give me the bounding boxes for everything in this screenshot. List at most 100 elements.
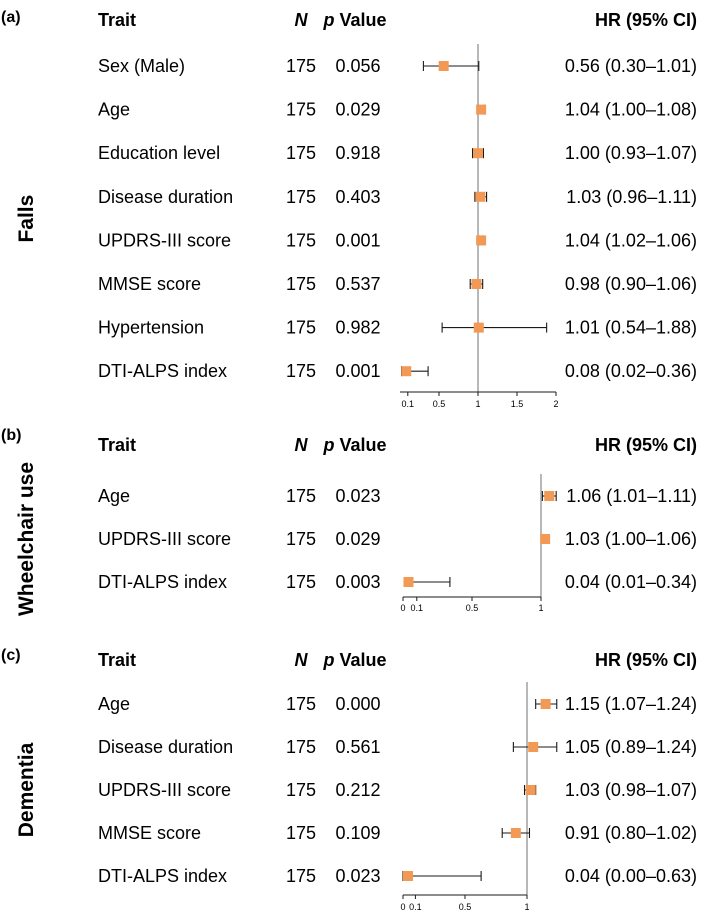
table-row: Disease duration 175 0.561 1.05 (0.89–1.24) [98,737,697,757]
n-value: 175 [286,230,316,250]
n-value: 175 [286,143,316,163]
table-row: DTI-ALPS index 175 0.023 0.04 (0.00–0.63) [98,866,697,886]
p-value: 0.000 [335,694,380,714]
panel-label: (a) [1,9,21,26]
hr-point-marker [475,191,486,202]
p-value: 0.109 [335,823,380,843]
header-n: N [295,650,309,670]
table-row: Age 175 0.000 1.15 (1.07–1.24) [98,694,697,714]
table-row: DTI-ALPS index 175 0.003 0.04 (0.01–0.34) [98,572,697,592]
trait-label: UPDRS-III score [98,230,231,250]
hr-point-marker [401,366,412,377]
hr-point-marker [525,785,536,795]
hr-point-marker [540,699,551,709]
trait-label: MMSE score [98,823,201,843]
n-value: 175 [286,318,316,338]
x-tick-label: 1 [524,902,529,912]
group-label: Dementia [15,742,38,837]
header-p-rest: Value [334,435,386,455]
hr-ci-text: 1.15 (1.07–1.24) [565,694,697,714]
trait-label: Disease duration [98,737,233,757]
table-row: Sex (Male) 175 0.056 0.56 (0.30–1.01) [98,56,697,76]
x-tick-label: 1 [538,603,543,613]
trait-label: UPDRS-III score [98,780,231,800]
hr-point-marker [473,148,483,159]
hr-point-marker [476,235,487,246]
header-p-value: p Value [322,650,386,670]
hr-point-marker [476,104,487,115]
group-label: Wheelchair use [15,462,38,616]
hr-ci-text: 1.03 (0.98–1.07) [565,780,697,800]
header-p-rest: Value [334,650,386,670]
header-p-italic: p [322,650,334,670]
hr-ci-text: 0.04 (0.00–0.63) [565,866,697,886]
header-trait: Trait [98,650,136,670]
p-value: 0.561 [335,737,380,757]
trait-label: DTI-ALPS index [98,361,227,381]
hr-ci-text: 0.91 (0.80–1.02) [565,823,697,843]
n-value: 175 [286,56,316,76]
hr-ci-text: 1.03 (0.96–1.11) [566,187,697,207]
table-row: Disease duration 175 0.403 1.03 (0.96–1.11) [98,187,697,207]
trait-label: Age [98,100,130,120]
hr-ci-text: 1.04 (1.00–1.08) [565,100,697,120]
hr-ci-text: 1.03 (1.00–1.06) [565,529,697,549]
trait-label: Disease duration [98,187,233,207]
x-tick-label: 0.1 [402,399,415,409]
p-value: 0.001 [335,361,380,381]
n-value: 175 [286,486,316,506]
p-value: 0.029 [335,100,380,120]
header-hr: HR (95% CI) [595,650,697,670]
header-hr: HR (95% CI) [595,435,697,455]
p-value: 0.056 [335,56,380,76]
header-n: N [295,10,309,30]
n-value: 175 [286,572,316,592]
group-label: Falls [15,195,38,243]
hr-point-marker [403,577,414,587]
n-value: 175 [286,187,316,207]
x-tick-label: 0.5 [466,603,479,613]
n-value: 175 [286,529,316,549]
hr-ci-text: 1.00 (0.93–1.07) [565,143,697,163]
hr-point-marker [540,534,551,544]
header-trait: Trait [98,435,136,455]
p-value: 0.029 [335,529,380,549]
n-value: 175 [286,274,316,294]
hr-ci-text: 1.04 (1.02–1.06) [565,230,697,250]
trait-label: Education level [98,143,220,163]
hr-point-marker [438,61,449,71]
table-row: DTI-ALPS index 175 0.001 0.08 (0.02–0.36) [98,361,697,381]
trait-label: DTI-ALPS index [98,866,227,886]
hr-ci-text: 1.01 (0.54–1.88) [565,318,697,338]
header-p-value: p Value [322,435,386,455]
header-p-rest: Value [334,10,386,30]
n-value: 175 [286,694,316,714]
table-row: Hypertension 175 0.982 1.01 (0.54–1.88) [98,318,697,338]
hr-point-marker [544,491,555,501]
n-value: 175 [286,361,316,381]
trait-label: Hypertension [98,318,204,338]
table-row: MMSE score 175 0.537 0.98 (0.90–1.06) [98,274,697,294]
table-row: Age 175 0.029 1.04 (1.00–1.08) [98,100,697,120]
hr-point-marker [528,742,539,752]
p-value: 0.023 [335,486,380,506]
header-n: N [295,435,309,455]
p-value: 0.212 [335,780,380,800]
hr-ci-text: 1.06 (1.01–1.11) [566,486,697,506]
x-tick-label: 0 [400,902,405,912]
p-value: 0.001 [335,230,380,250]
hr-point-marker [473,322,484,333]
hr-point-marker [471,279,482,289]
p-value: 0.982 [335,318,380,338]
header-p-italic: p [322,435,334,455]
n-value: 175 [286,100,316,120]
hr-ci-text: 1.05 (0.89–1.24) [565,737,697,757]
header-p-italic: p [322,10,334,30]
table-row: UPDRS-III score 175 0.029 1.03 (1.00–1.06) [98,529,697,549]
trait-label: DTI-ALPS index [98,572,227,592]
x-tick-label: 0.1 [409,902,422,912]
p-value: 0.403 [335,187,380,207]
hr-point-marker [510,828,521,838]
